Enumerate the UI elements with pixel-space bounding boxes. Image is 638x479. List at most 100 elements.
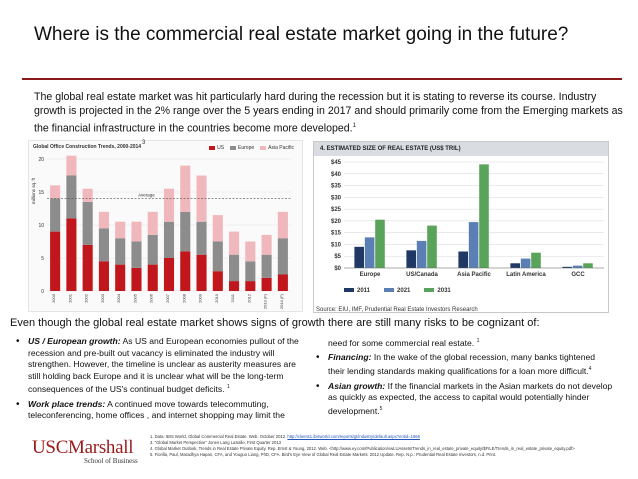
bullet-asian-growth: Asian growth: If the financial markets i… xyxy=(314,381,614,418)
chart2-bar-2011 xyxy=(458,251,468,268)
chart2-legend: 2011 2021 2031 xyxy=(344,288,451,294)
chart1-ytick: 15 xyxy=(38,190,44,196)
bullet-text: A continued move towards telecommuting, … xyxy=(28,398,285,421)
chart2-bar-2011 xyxy=(354,246,364,268)
chart1-bar-europe xyxy=(196,221,207,255)
chart1-bar-asia-pacific xyxy=(131,221,142,242)
chart1-ref-mark: 3 xyxy=(142,140,146,146)
legend-label-2031: 2031 xyxy=(437,288,451,294)
bullet-continuation: need for some commercial real estate. 1 xyxy=(314,336,614,349)
chart1-bar-us xyxy=(82,244,93,291)
bullet-head: Financing: xyxy=(328,352,372,363)
bullet-head: Work place trends: xyxy=(28,398,106,409)
chart1-bar-asia-pacific xyxy=(82,188,93,202)
chart2-bar-2011 xyxy=(406,250,416,268)
chart2-ytick: $40 xyxy=(331,172,342,178)
chart1-bar-us xyxy=(196,254,207,291)
reference-link[interactable]: http://clients1.ibisworld.com/reports/gl… xyxy=(287,434,420,439)
title-divider xyxy=(22,78,622,80)
bullet-ref: 5 xyxy=(379,405,383,412)
chart2-ytick: $25 xyxy=(331,207,342,213)
chart2-ytick: $45 xyxy=(331,160,342,166)
bullet-head: US / European growth: xyxy=(28,336,121,346)
chart1-xtick: 2010 xyxy=(214,293,219,303)
reference-4: 4. Global Market Outlook, Trends in Real… xyxy=(150,446,575,451)
intro-text: The global real estate market was hit pa… xyxy=(34,91,623,135)
chart1-xtick: 2013 (F) xyxy=(263,293,268,309)
chart1-bar-us xyxy=(163,258,175,291)
reference-3: 3. "Global Market Perspective" Jones Lan… xyxy=(150,440,281,445)
legend-item-2031: 2031 xyxy=(424,288,451,294)
chart1-xtick: 2002 xyxy=(84,293,89,303)
legend-swatch-2011 xyxy=(344,288,354,293)
chart1-bar-asia-pacific xyxy=(277,211,288,239)
chart1-xtick: 2007 xyxy=(165,293,170,303)
chart1-bar-europe xyxy=(277,238,288,275)
chart2-plot: $0 $5 $10 $15 $20 $25 $30 $35 $40 $45 Europe US/Can… xyxy=(331,160,604,278)
legend-swatch-2031 xyxy=(424,288,435,293)
chart1-ytick: 20 xyxy=(38,157,44,163)
chart1-bar-asia-pacific xyxy=(147,211,158,235)
chart2-xtick: GCC xyxy=(571,272,585,278)
chart1-bar-us xyxy=(277,274,288,291)
chart1-bar-europe xyxy=(82,201,93,245)
chart1-bar-asia-pacific xyxy=(66,155,77,176)
chart1-bar-us xyxy=(147,264,158,291)
chart2-bar-2031 xyxy=(427,225,437,268)
references: 1. Data: IBIS World, Global Commercial R… xyxy=(150,434,620,458)
legend-item-2011: 2011 xyxy=(344,288,370,294)
chart1-bar-europe xyxy=(180,211,191,252)
chart1-bar-europe xyxy=(115,238,126,265)
legend-label-2011: 2011 xyxy=(357,288,371,294)
chart2-ytick: $35 xyxy=(331,184,342,190)
legend-item-2021: 2021 xyxy=(384,288,410,294)
chart1-bar-asia-pacific xyxy=(163,188,175,222)
chart1-bar-us xyxy=(50,231,61,291)
chart1-ytick: 0 xyxy=(41,289,44,295)
chart2-bar-2021 xyxy=(416,240,427,268)
chart2-bar-2021 xyxy=(520,258,531,268)
bullet-us-europe: US / European growth: As US and European… xyxy=(14,336,310,396)
risk-heading: Even though the global real estate marke… xyxy=(10,317,540,329)
chart2-ytick: $20 xyxy=(331,219,342,225)
chart1-ytick: 5 xyxy=(41,256,44,262)
chart2-ytick: $15 xyxy=(331,231,342,237)
chart1-bar-us xyxy=(245,281,256,291)
logo-sub: School of Business xyxy=(84,457,138,465)
chart1-xtick: 2006 xyxy=(149,293,154,303)
bullet-ref: 1 xyxy=(476,338,480,344)
legend-item-asia: Asia Pacific xyxy=(260,145,294,151)
chart1-bar-europe xyxy=(147,234,158,265)
chart2-bar-2011 xyxy=(562,266,572,268)
chart2-bar-2031 xyxy=(479,164,489,268)
legend-swatch-us xyxy=(209,145,216,150)
chart1-average-label: Average xyxy=(138,193,155,198)
intro-ref: 1 xyxy=(352,122,356,129)
risk-list-right: need for some commercial real estate. 1 … xyxy=(314,336,614,417)
chart1-bar-us xyxy=(98,261,109,291)
chart2-bar-2031 xyxy=(531,252,541,268)
chart1-bar-europe xyxy=(245,261,256,282)
chart1-xtick: 2008 xyxy=(181,293,186,303)
intro-paragraph: The global real estate market was hit pa… xyxy=(34,90,624,136)
chart1-bar-europe xyxy=(261,254,272,278)
chart1-xtick: 2012 xyxy=(246,293,251,303)
reference-1: 1. Data: IBIS World, Global Commercial R… xyxy=(150,434,620,440)
chart1-xtick: 2009 xyxy=(198,293,203,303)
legend-item-europe: Europe xyxy=(230,145,254,151)
legend-label-europe: Europe xyxy=(238,145,255,151)
legend-label-asia: Asia Pacific xyxy=(268,145,294,151)
bullet-ref: 1 xyxy=(226,384,230,391)
bullet-text: need for some commercial real estate. xyxy=(328,337,475,348)
chart2-xtick: Asia Pacific xyxy=(457,272,491,278)
bullet-financing: Financing: In the wake of the global rec… xyxy=(314,352,614,377)
reference-5: 5. Fiorilla, Paul, Maradhya Hapan, CFA, … xyxy=(150,452,497,457)
chart2-xtick: Latin America xyxy=(506,272,546,278)
chart1-bar-us xyxy=(180,251,191,291)
chart1-legend: US Europe Asia Pacific xyxy=(209,145,294,151)
chart1-bar-us xyxy=(229,281,240,291)
chart2-bar-2011 xyxy=(510,263,520,268)
chart2-title: 4. ESTIMATED SIZE OF REAL ESTATE (US$ TR… xyxy=(314,142,608,156)
slide-title: Where is the commercial real estate mark… xyxy=(34,24,569,45)
chart1-bar-asia-pacific xyxy=(98,211,109,229)
